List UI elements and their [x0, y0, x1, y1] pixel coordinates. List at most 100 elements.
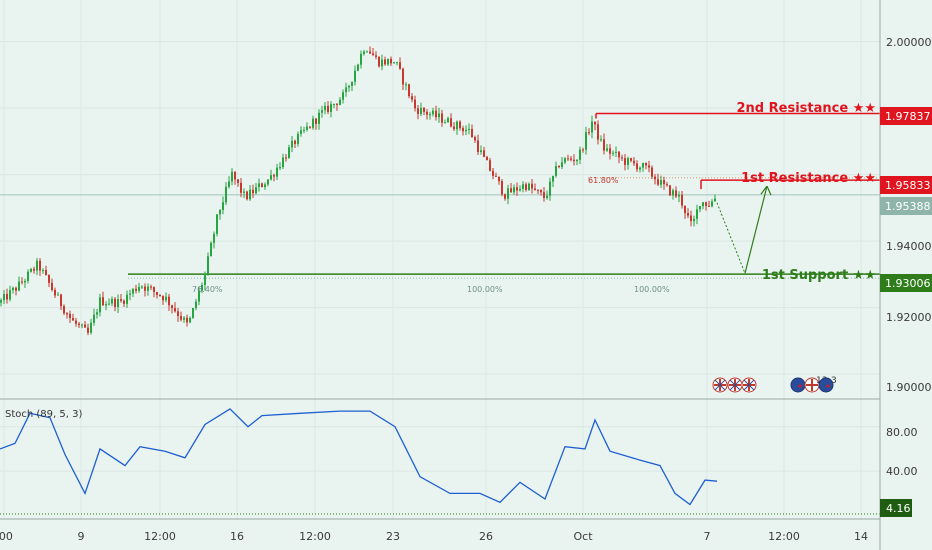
candle-body [390, 58, 392, 64]
support-1-badge [880, 274, 932, 292]
x-tick: 12:00 [144, 530, 176, 543]
candle-body [408, 84, 410, 97]
candle-body [315, 118, 317, 124]
candle-body [210, 242, 212, 257]
candle-body [351, 81, 353, 86]
candle-body [447, 118, 449, 123]
candle-body [279, 167, 281, 169]
candle-body [225, 186, 227, 203]
candle-body [405, 84, 407, 86]
candle-body [204, 273, 206, 285]
event-icons: 13 3 [712, 376, 837, 393]
x-tick: :00 [0, 530, 13, 543]
candle-body [675, 190, 677, 197]
candle-body [312, 118, 314, 128]
candle-body [504, 194, 506, 199]
candle-body [30, 268, 32, 272]
candle-body [111, 298, 113, 304]
candle-body [477, 140, 479, 152]
candle-body [285, 157, 287, 159]
candle-body [9, 290, 11, 300]
flag-uk-icon[interactable] [712, 377, 728, 393]
candle-body [414, 99, 416, 109]
candle-body [45, 269, 47, 275]
candle-body [375, 55, 377, 57]
flag-uk-icon[interactable] [741, 377, 757, 393]
candle-body [105, 303, 107, 306]
candle-body [378, 56, 380, 67]
candle-body [132, 288, 134, 294]
candle-body [333, 103, 335, 105]
candle-body [213, 233, 215, 243]
candle-body [138, 286, 140, 291]
candle-body [546, 195, 548, 199]
candle-body [450, 118, 452, 127]
candle-body [600, 139, 602, 141]
fib-label-61-8: 61.80% [588, 176, 619, 185]
candle-body [456, 121, 458, 130]
candle-body [81, 324, 83, 326]
candle-body [357, 64, 359, 71]
candle-body [498, 176, 500, 182]
candle-body [309, 126, 311, 128]
candle-body [507, 188, 509, 199]
flag-nz-icon[interactable] [818, 377, 834, 393]
candle-body [6, 293, 8, 300]
support-1-label: 1st Support ★★ [762, 268, 876, 283]
candle-body [459, 121, 461, 129]
candle-body [219, 209, 221, 215]
candle-body [261, 183, 263, 188]
x-tick: 23 [386, 530, 400, 543]
x-tick: 7 [704, 530, 711, 543]
candle-body [537, 189, 539, 191]
candle-body [102, 297, 104, 306]
candle-body [423, 107, 425, 112]
candle-body [576, 159, 578, 162]
resistance-2-badge [880, 107, 932, 125]
annotations [716, 185, 772, 274]
candle-body [615, 151, 617, 153]
candle-body [618, 151, 620, 158]
candle-body [84, 324, 86, 328]
levels [0, 112, 880, 279]
candle-body [630, 158, 632, 161]
candle-body [570, 158, 572, 160]
candle-body [39, 260, 41, 271]
candle-body [240, 182, 242, 193]
candle-body [531, 183, 533, 189]
candle-body [192, 308, 194, 318]
x-tick: Oct [573, 530, 593, 543]
candle-body [165, 296, 167, 301]
candle-body [471, 128, 473, 138]
candle-body [63, 306, 65, 314]
event-count: 3 [831, 376, 837, 386]
candle-body [249, 189, 251, 200]
candle-body [21, 281, 23, 283]
candle-body [195, 301, 197, 309]
candle-body [672, 190, 674, 196]
candle-body [243, 191, 245, 193]
candle-body [492, 170, 494, 176]
candle-body [354, 70, 356, 82]
candle-body [591, 121, 593, 133]
candle-body [399, 62, 401, 69]
candle-body [189, 317, 191, 323]
resistance-2-label: 2nd Resistance ★★ [737, 101, 877, 116]
candle-body [690, 215, 692, 222]
candle-body [3, 293, 5, 301]
flag-nz-icon[interactable] [790, 377, 806, 393]
candle-body [144, 286, 146, 291]
flag-uk-icon[interactable] [727, 377, 743, 393]
candle-body [651, 167, 653, 177]
candle-body [321, 110, 323, 113]
fib-label-100: 100.00% [634, 285, 670, 294]
candle-body [306, 126, 308, 130]
candle-body [513, 187, 515, 193]
candle-body [0, 300, 2, 303]
candle-body [684, 205, 686, 214]
candle-body [411, 96, 413, 100]
candle-body [609, 148, 611, 154]
candle-body [432, 110, 434, 115]
candle-body [171, 305, 173, 309]
candle-body [255, 187, 257, 194]
